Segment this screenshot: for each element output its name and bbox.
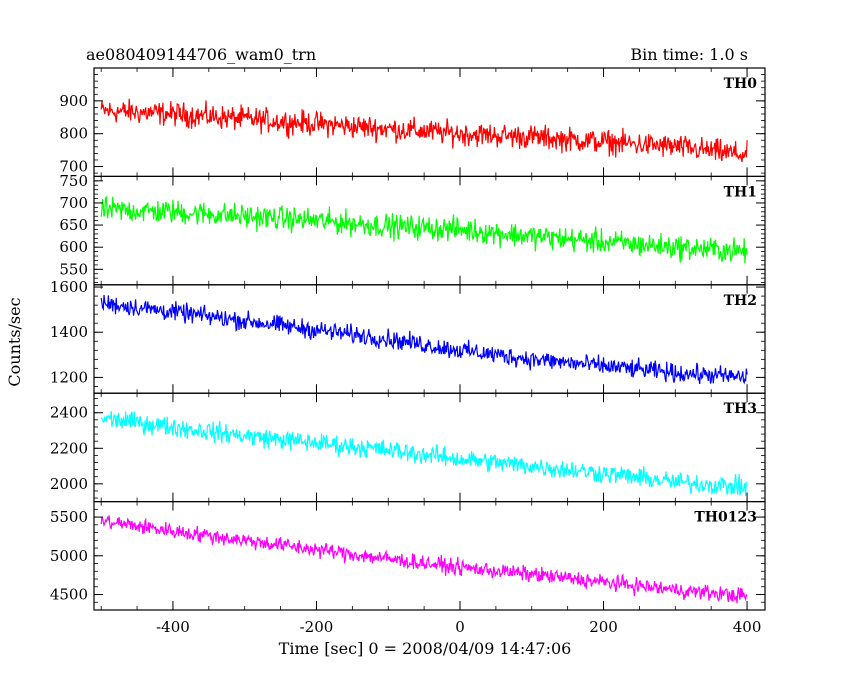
panel-frame <box>93 284 766 394</box>
panel-th0123: 4500 5000 5500 TH0123 <box>50 501 766 611</box>
y-tick-label: 1400 <box>50 323 88 341</box>
y-tick-label: 550 <box>59 260 88 278</box>
y-tick-label: 750 <box>59 172 88 190</box>
panel-label: TH2 <box>724 293 757 309</box>
y-tick-label: 2000 <box>50 475 88 493</box>
y-axis-label: Counts/sec <box>5 297 24 386</box>
y-tick-label: 650 <box>59 216 88 234</box>
bin-time-label: Bin time: 1.0 s <box>630 45 748 64</box>
x-tick-label: 200 <box>589 618 618 636</box>
chart-title: ae080409144706_wam0_trn <box>86 45 316 64</box>
panel-th3: 2000 2200 2400 TH3 <box>50 392 766 503</box>
y-tick-label: 4500 <box>50 586 88 604</box>
y-tick-label: 700 <box>59 194 88 212</box>
panel-frame <box>93 501 766 611</box>
panels-group: 700800900TH0550600650700750TH11200140016… <box>50 67 766 611</box>
y-tick-label: 5000 <box>50 547 88 565</box>
x-tick-label: -400 <box>156 618 190 636</box>
panel-th1: 550 600 650 700 750 TH1 <box>59 172 766 286</box>
y-tick-label: 700 <box>59 158 88 176</box>
series-line-th3 <box>100 411 748 496</box>
y-tick-label: 5500 <box>50 508 88 526</box>
series-line-th0123 <box>100 515 748 604</box>
panel-label: TH0 <box>724 76 758 92</box>
x-axis-label: Time [sec] 0 = 2008/04/09 14:47:06 <box>279 639 572 658</box>
y-tick-label: 2200 <box>50 439 88 457</box>
panel-label: TH0123 <box>694 510 757 526</box>
series-line-th2 <box>100 294 748 385</box>
panel-th2: 1200 1400 1600 TH2 <box>50 278 766 394</box>
panel-label: TH3 <box>724 401 757 417</box>
series-line-th1 <box>100 195 748 264</box>
x-tick-label: 400 <box>733 618 762 636</box>
y-tick-label: 2400 <box>50 404 88 422</box>
y-tick-label: 600 <box>59 238 88 256</box>
series-line-th0 <box>100 98 748 163</box>
panel-th0: 700 800 900 TH0 <box>59 67 766 178</box>
x-axis: -400 -200 0 200 400 <box>156 618 761 636</box>
y-tick-label: 1600 <box>50 278 88 296</box>
x-tick-label: -200 <box>300 618 334 636</box>
x-tick-label: 0 <box>455 618 465 636</box>
panel-label: TH1 <box>724 184 757 200</box>
y-tick-label: 800 <box>59 125 88 143</box>
y-tick-label: 1200 <box>50 368 88 386</box>
panel-frame <box>93 392 766 503</box>
y-tick-label: 900 <box>59 92 88 110</box>
